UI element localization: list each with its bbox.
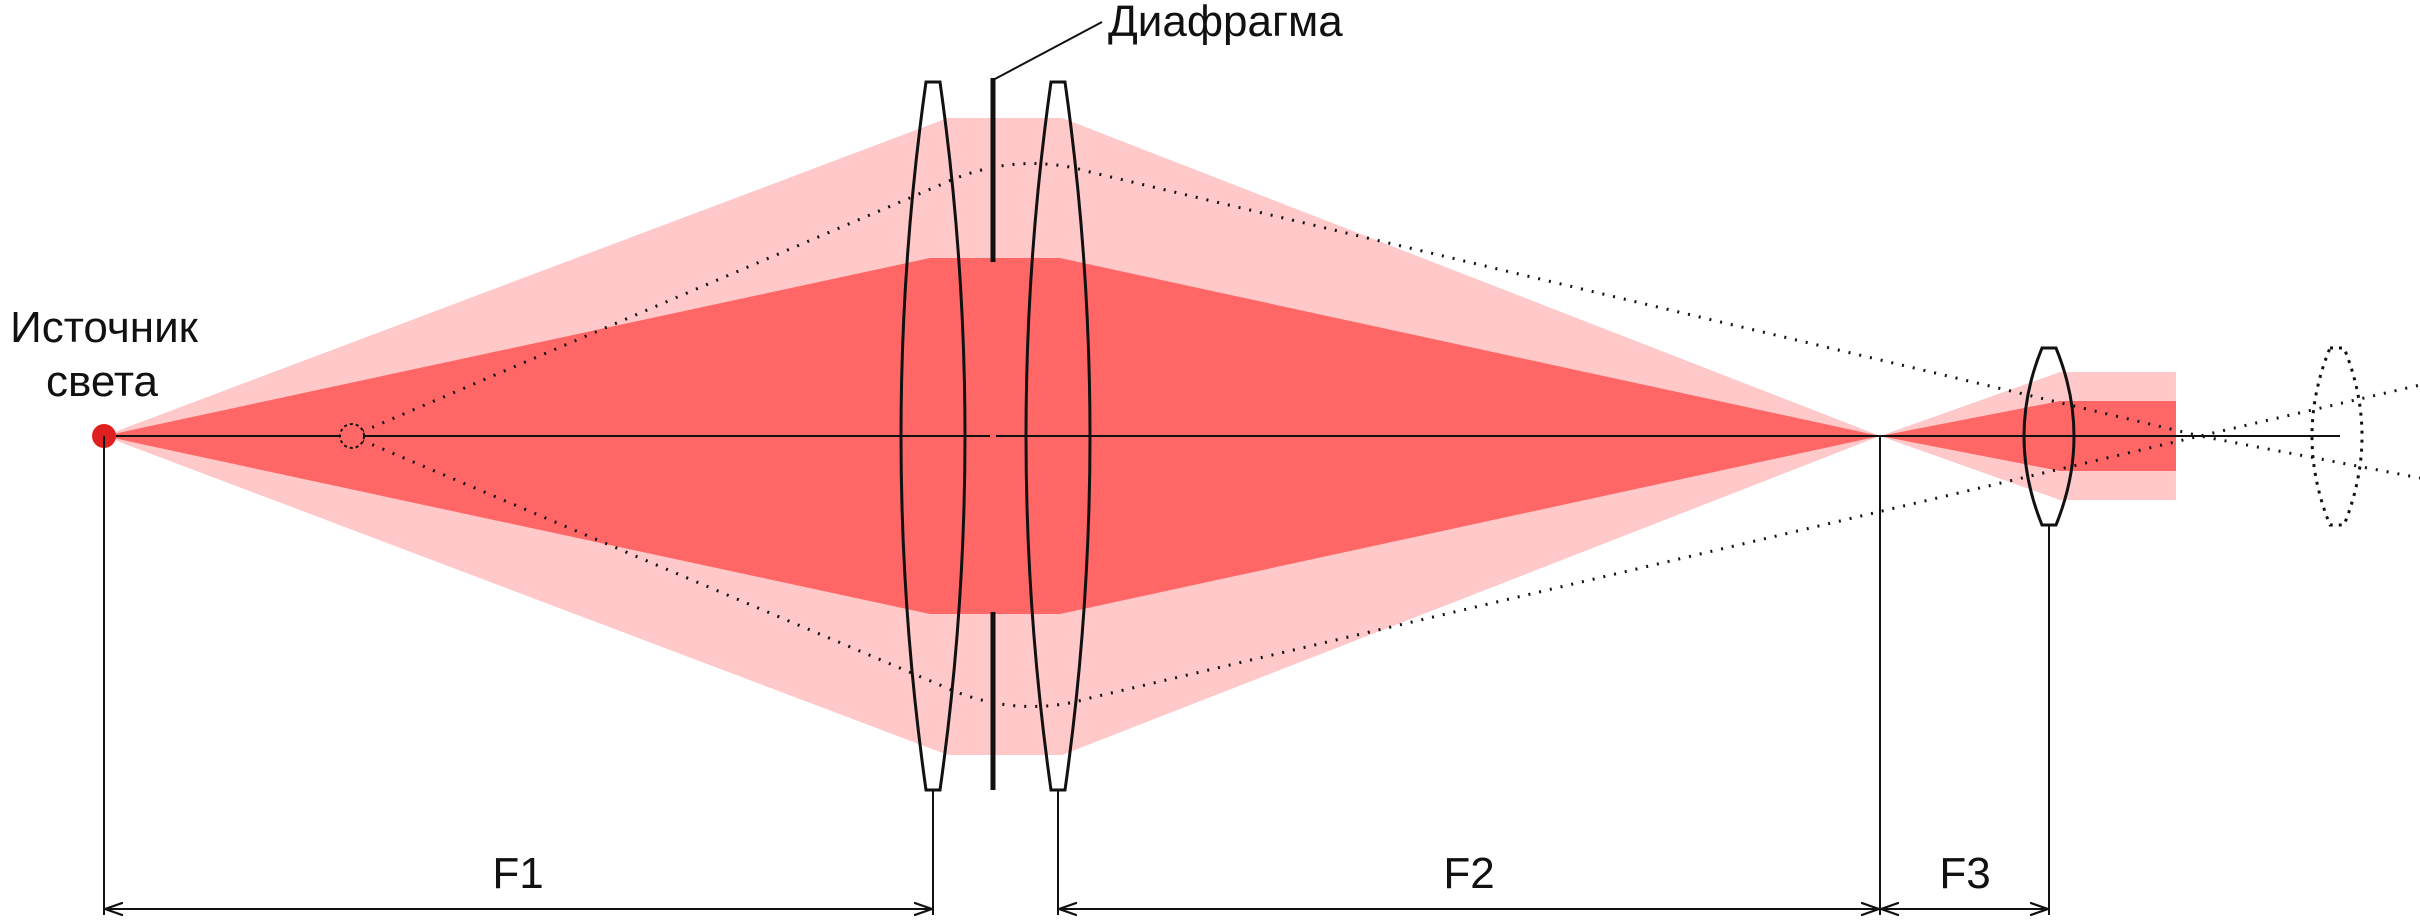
lens-3: [2022, 346, 2076, 527]
virtual-source: [339, 423, 365, 449]
source-label-line1: Источник: [10, 303, 199, 352]
lens-2: [1024, 80, 1092, 792]
lens-1: [899, 80, 967, 792]
aperture-leader-line: [992, 21, 1103, 81]
f2-label: F2: [1443, 849, 1494, 898]
dotted-ray-lower: [351, 434, 2420, 708]
f1-label: F1: [492, 849, 543, 898]
aperture-label: Диафрагма: [1108, 0, 1343, 46]
f3-label: F3: [1939, 849, 1990, 898]
source-label-line2: света: [46, 357, 159, 406]
dotted-ray-upper: [351, 162, 2420, 438]
dimension-extension-lines: [103, 436, 2050, 915]
